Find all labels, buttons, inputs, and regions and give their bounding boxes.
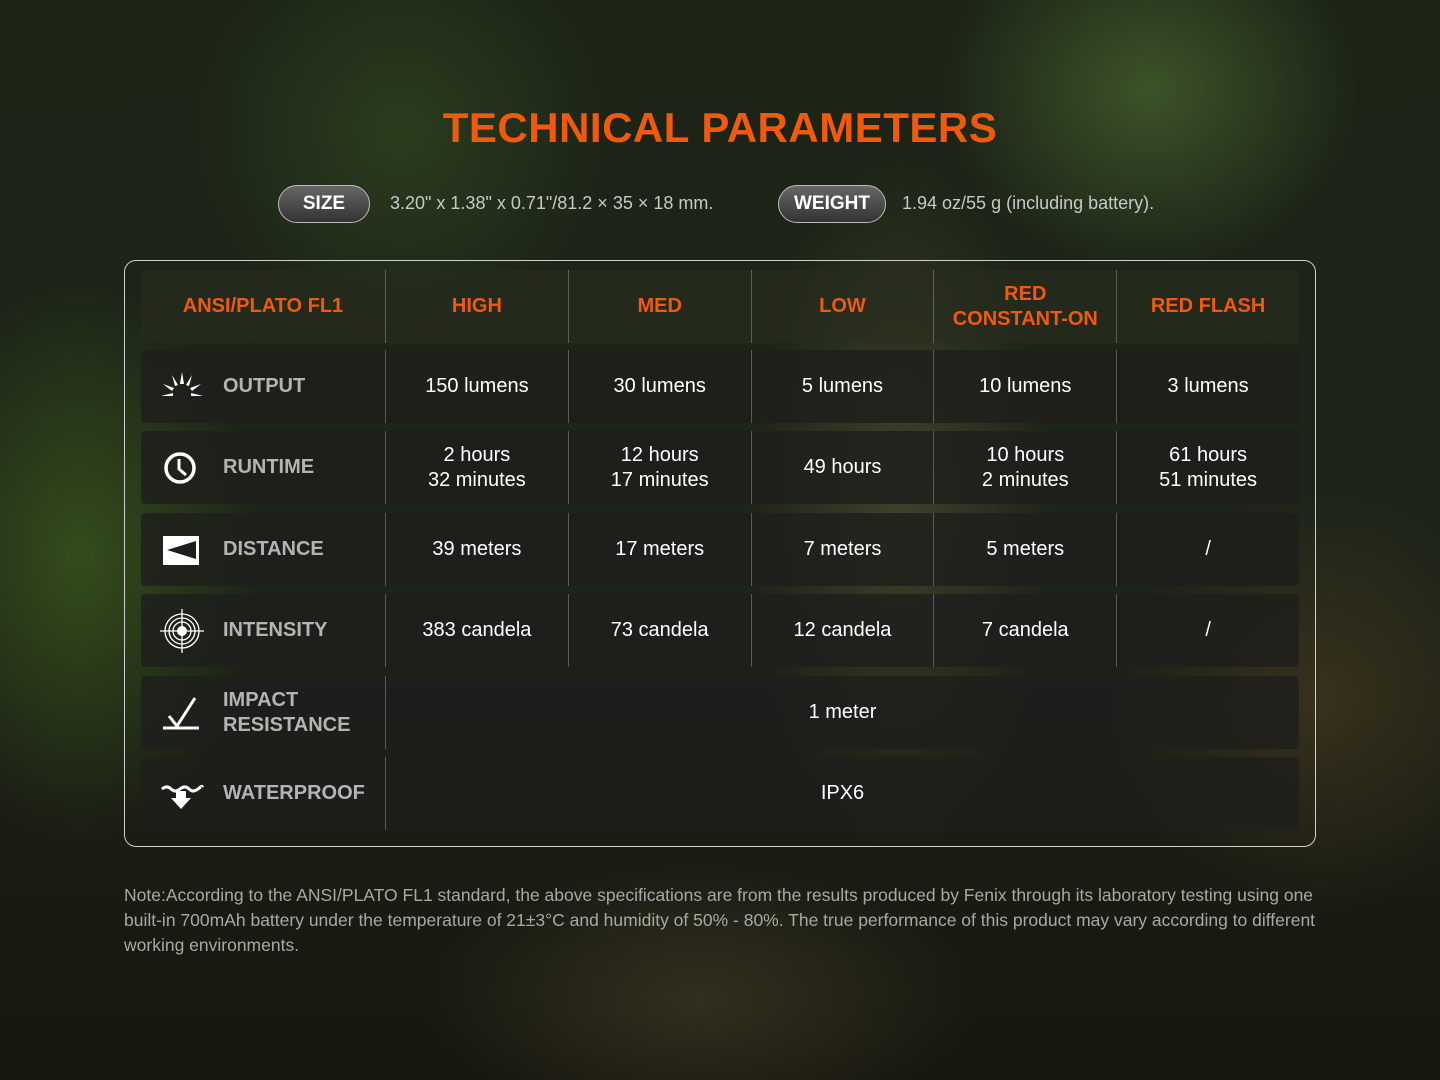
impact-icon [163, 696, 199, 729]
distance-med: 17 meters [567, 513, 751, 586]
distance-low: 7 meters [750, 513, 934, 586]
weight-badge: WEIGHT [778, 185, 886, 223]
distance-red-flash: / [1116, 513, 1299, 586]
row-label: RUNTIME [223, 456, 315, 478]
table-row-waterproof: WATERPROOF IPX6 [141, 757, 1299, 830]
runtime-red-constant: 10 hours 2 minutes [933, 431, 1116, 504]
header-red-flash: RED FLASH [1116, 270, 1299, 343]
clock-icon [164, 451, 196, 484]
impact-value: 1 meter [385, 676, 1299, 749]
footnote: Note:According to the ANSI/PLATO FL1 sta… [124, 885, 1316, 955]
weight-value: 1.94 oz/55 g (including battery). [902, 193, 1155, 213]
row-label: DISTANCE [223, 538, 324, 560]
runtime-red-flash: 61 hours 51 minutes [1116, 431, 1299, 504]
table-row-runtime: RUNTIME 2 hours 32 minutes 12 hours 17 m… [141, 431, 1299, 504]
output-low: 5 lumens [750, 350, 934, 423]
header-med: MED [567, 270, 751, 343]
sun-burst-icon [161, 371, 203, 396]
row-label: OUTPUT [223, 375, 306, 397]
spec-table-frame [124, 260, 1316, 847]
header-red-constant: RED CONSTANT-ON [933, 270, 1116, 343]
runtime-high: 2 hours 32 minutes [385, 431, 568, 504]
runtime-low: 49 hours [750, 431, 934, 504]
table-row-intensity: INTENSITY 383 candela 73 candela 12 cand… [141, 594, 1299, 667]
output-med: 30 lumens [567, 350, 751, 423]
table-row-distance: DISTANCE 39 meters 17 meters 7 meters 5 … [141, 513, 1299, 586]
table-row-output: OUTPUT 150 lumens 30 lumens 5 lumens 10 … [141, 350, 1299, 423]
header-high: HIGH [385, 270, 568, 343]
output-red-constant: 10 lumens [933, 350, 1116, 423]
distance-high: 39 meters [385, 513, 568, 586]
page-title: TECHNICAL PARAMETERS [442, 104, 998, 151]
intensity-red-flash: / [1116, 594, 1299, 667]
output-high: 150 lumens [385, 350, 568, 423]
intensity-high: 383 candela [385, 594, 568, 667]
header-low: LOW [750, 270, 934, 343]
waterproof-value: IPX6 [385, 757, 1299, 830]
table-header: ANSI/PLATO FL1 HIGH MED LOW RED CONSTANT… [141, 270, 1299, 343]
distance-red-constant: 5 meters [933, 513, 1116, 586]
intensity-red-constant: 7 candela [933, 594, 1116, 667]
target-icon [160, 608, 204, 653]
output-red-flash: 3 lumens [1116, 350, 1299, 423]
beam-distance-icon [163, 535, 199, 565]
row-label: INTENSITY [223, 619, 328, 641]
intensity-med: 73 candela [567, 594, 751, 667]
intensity-low: 12 candela [750, 594, 934, 667]
water-drop-icon [161, 784, 204, 809]
header-standard: ANSI/PLATO FL1 [182, 295, 344, 317]
row-label: IMPACT RESISTANCE [223, 688, 351, 736]
row-label: WATERPROOF [223, 782, 365, 804]
runtime-med: 12 hours 17 minutes [567, 431, 751, 504]
size-value: 3.20" x 1.38" x 0.71"/81.2 × 35 × 18 mm. [390, 193, 714, 213]
size-badge: SIZE [278, 185, 370, 223]
table-row-impact: IMPACT RESISTANCE 1 meter [141, 676, 1299, 749]
